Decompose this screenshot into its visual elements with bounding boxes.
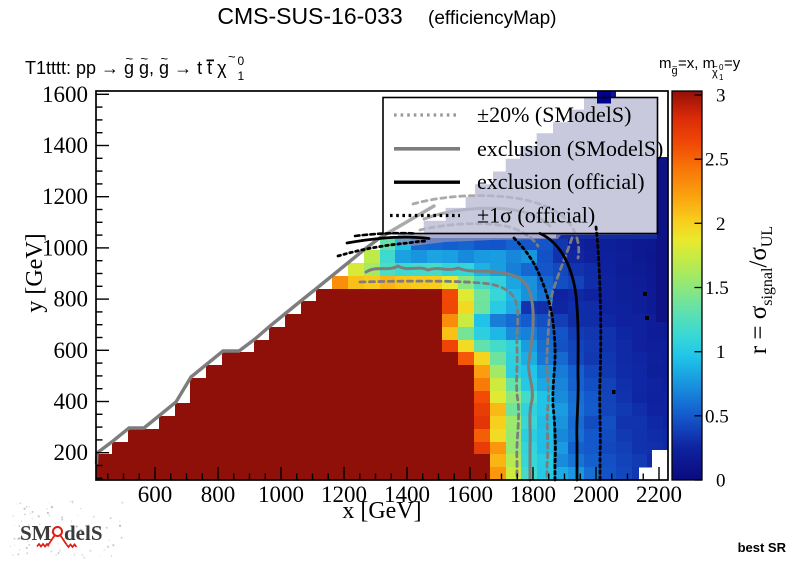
svg-text:~: ~ <box>672 62 677 72</box>
svg-text:~: ~ <box>126 51 134 66</box>
svg-text:1400: 1400 <box>42 133 88 158</box>
svg-text:±20% (SModelS): ±20% (SModelS) <box>477 102 631 127</box>
svg-text:0: 0 <box>716 471 726 492</box>
svg-text:~: ~ <box>713 62 718 72</box>
svg-text:2200: 2200 <box>636 482 682 507</box>
svg-text:T1tttt: pp → g g, g → t t χ: T1tttt: pp → g g, g → t t χ <box>25 58 227 78</box>
svg-text:~: ~ <box>141 51 149 66</box>
svg-text:~: ~ <box>161 51 169 66</box>
svg-text:SM: SM <box>20 521 52 545</box>
svg-text:1600: 1600 <box>42 82 88 107</box>
svg-text:1800: 1800 <box>510 482 556 507</box>
svg-text:r = σsignal/σUL: r = σsignal/σUL <box>745 226 776 354</box>
svg-text:2000: 2000 <box>573 482 619 507</box>
svg-text:=y: =y <box>724 55 741 72</box>
svg-text:1200: 1200 <box>321 482 367 507</box>
svg-text:600: 600 <box>54 338 89 363</box>
svg-text:0: 0 <box>238 54 245 68</box>
svg-text:2.5: 2.5 <box>705 150 729 171</box>
svg-text:exclusion (official): exclusion (official) <box>477 169 645 194</box>
svg-text:0.5: 0.5 <box>705 406 729 427</box>
svg-text:m: m <box>659 55 672 72</box>
svg-text:1: 1 <box>719 73 724 82</box>
svg-text:200: 200 <box>54 440 89 465</box>
svg-text:1000: 1000 <box>258 482 304 507</box>
svg-text:2: 2 <box>716 214 726 235</box>
svg-text:(efficiencyMap): (efficiencyMap) <box>428 8 556 29</box>
svg-text:600: 600 <box>138 482 173 507</box>
svg-text:0: 0 <box>719 63 724 72</box>
svg-text:800: 800 <box>201 482 236 507</box>
svg-text:3: 3 <box>716 86 726 107</box>
svg-text:x [GeV]: x [GeV] <box>342 498 421 524</box>
svg-text:1000: 1000 <box>42 235 88 260</box>
svg-text:delS: delS <box>64 521 103 545</box>
svg-text:1400: 1400 <box>384 482 430 507</box>
svg-text:best SR: best SR <box>738 540 787 555</box>
svg-text:1600: 1600 <box>447 482 493 507</box>
svg-text:800: 800 <box>54 287 89 312</box>
svg-text:χ: χ <box>712 67 718 79</box>
svg-text:±1σ (official): ±1σ (official) <box>477 203 595 228</box>
svg-text:=x, m: =x, m <box>678 55 715 72</box>
svg-text:1.5: 1.5 <box>705 278 729 299</box>
svg-text:g: g <box>672 65 678 77</box>
svg-text:1: 1 <box>238 69 245 83</box>
svg-text:1200: 1200 <box>42 184 88 209</box>
svg-text:1: 1 <box>716 342 726 363</box>
svg-text:CMS-SUS-16-033: CMS-SUS-16-033 <box>217 3 402 29</box>
svg-text:y [GeV]: y [GeV] <box>22 233 48 312</box>
svg-text:400: 400 <box>54 389 89 414</box>
svg-text:exclusion (SModelS): exclusion (SModelS) <box>477 136 663 161</box>
svg-text:~: ~ <box>228 49 236 64</box>
